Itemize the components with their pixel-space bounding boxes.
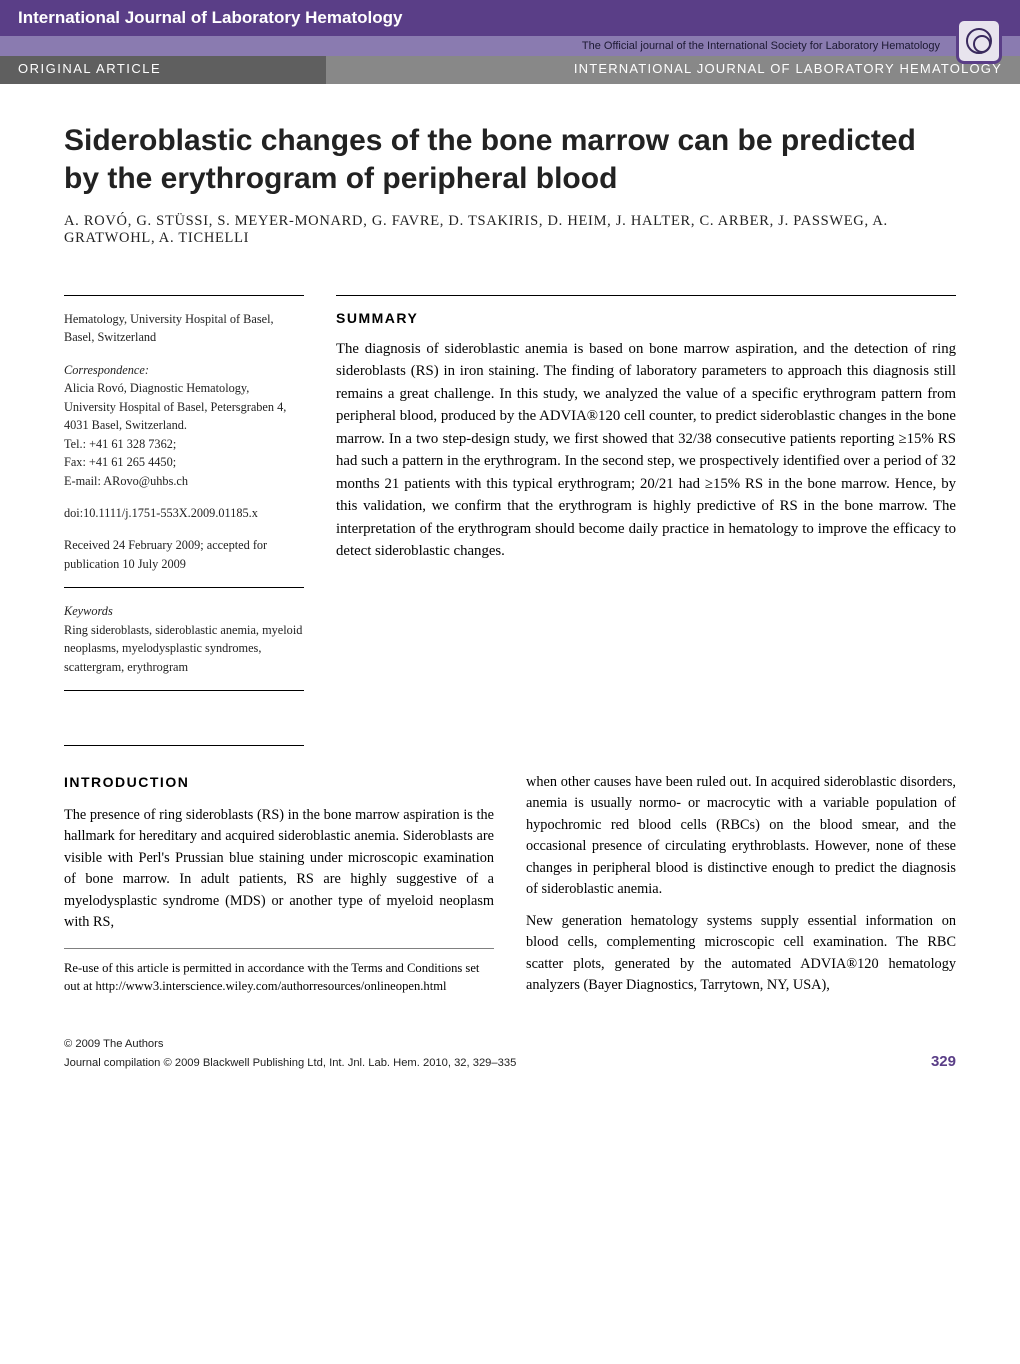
society-text: The Official journal of the Internationa… — [582, 40, 940, 52]
journal-name-right: INTERNATIONAL JOURNAL OF LABORATORY HEMA… — [326, 56, 1020, 84]
doi: doi:10.1111/j.1751-553X.2009.01185.x — [64, 504, 304, 522]
intro-para-3: New generation hematology systems supply… — [526, 911, 956, 997]
journal-bar: International Journal of Laboratory Hema… — [0, 0, 1020, 36]
content: Sideroblastic changes of the bone marrow… — [0, 84, 1020, 1026]
subheader: ORIGINAL ARTICLE INTERNATIONAL JOURNAL O… — [0, 56, 1020, 84]
reuse-divider — [64, 948, 494, 949]
authors: A. ROVÓ, G. STÜSSI, S. MEYER-MONARD, G. … — [64, 213, 956, 247]
intro-heading: INTRODUCTION — [64, 772, 494, 793]
keywords: Keywords Ring sideroblasts, sideroblasti… — [64, 602, 304, 676]
article-type: ORIGINAL ARTICLE — [0, 56, 326, 84]
society-logo-icon — [956, 18, 1002, 64]
summary-text: The diagnosis of sideroblastic anemia is… — [336, 338, 956, 563]
meta-and-summary: Hematology, University Hospital of Basel… — [64, 295, 956, 705]
reuse-note: Re-use of this article is permitted in a… — [64, 959, 494, 996]
article-title: Sideroblastic changes of the bone marrow… — [64, 122, 956, 197]
footer: © 2009 The Authors Journal compilation ©… — [0, 1026, 1020, 1100]
correspondence-body: Alicia Rovó, Diagnostic Hematology, Univ… — [64, 381, 286, 487]
received: Received 24 February 2009; accepted for … — [64, 536, 304, 573]
body-col-left: INTRODUCTION The presence of ring sidero… — [64, 772, 494, 996]
society-logo-inner-icon — [966, 28, 992, 54]
society-bar: The Official journal of the Internationa… — [0, 36, 1020, 56]
rule-above-intro — [64, 745, 304, 746]
body-columns: INTRODUCTION The presence of ring sidero… — [64, 772, 956, 996]
summary-heading: SUMMARY — [336, 310, 956, 326]
journal-title: International Journal of Laboratory Hema… — [18, 8, 402, 27]
keywords-label: Keywords — [64, 604, 113, 618]
summary-column: SUMMARY The diagnosis of sideroblastic a… — [336, 295, 956, 705]
intro-para-1: The presence of ring sideroblasts (RS) i… — [64, 805, 494, 934]
intro-para-2: when other causes have been ruled out. I… — [526, 772, 956, 901]
page-number: 329 — [931, 1053, 956, 1070]
correspondence-label: Correspondence: — [64, 363, 149, 377]
footer-copyright: © 2009 The Authors — [64, 1038, 956, 1050]
meta-column: Hematology, University Hospital of Basel… — [64, 295, 304, 705]
footer-compilation: Journal compilation © 2009 Blackwell Pub… — [64, 1057, 516, 1069]
keywords-body: Ring sideroblasts, sideroblastic anemia,… — [64, 623, 302, 674]
meta-divider — [64, 587, 304, 588]
body-col-right: when other causes have been ruled out. I… — [526, 772, 956, 996]
footer-compilation-text: Journal compilation © 2009 Blackwell Pub… — [64, 1057, 516, 1069]
meta-divider-bottom — [64, 690, 304, 691]
footer-line2: Journal compilation © 2009 Blackwell Pub… — [64, 1053, 956, 1070]
affiliation: Hematology, University Hospital of Basel… — [64, 310, 304, 347]
correspondence: Correspondence: Alicia Rovó, Diagnostic … — [64, 361, 304, 490]
